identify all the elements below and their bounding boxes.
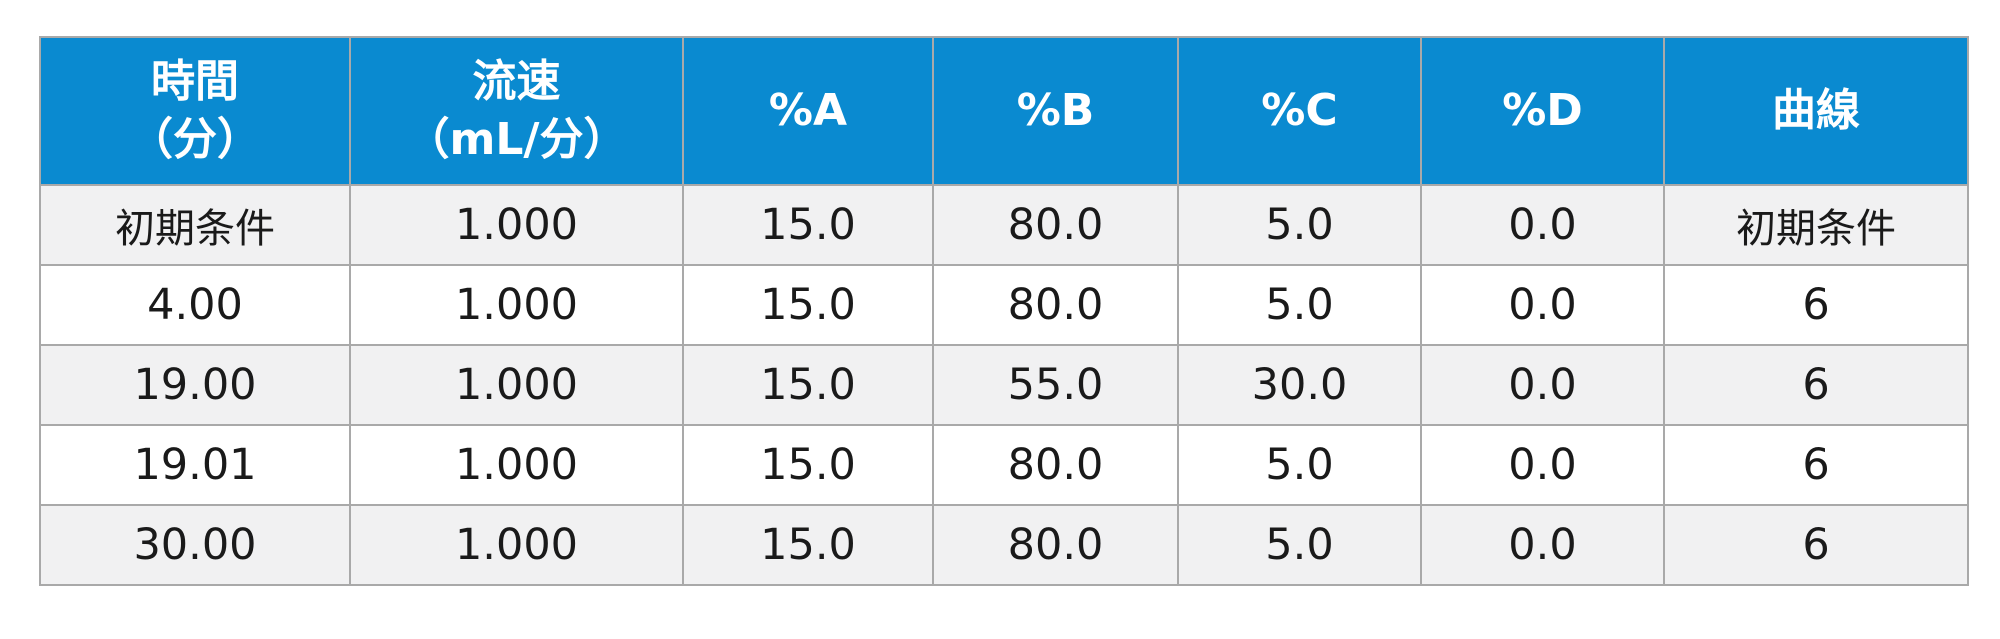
cell-percent-d: 0.0 [1420,504,1665,586]
gradient-table: 時間 （分） 流速 （mL/分） %A %B %C %D 曲線 初期条件 1.0… [39,36,1969,586]
cell-percent-c: 5.0 [1177,504,1422,586]
cell-flow-rate: 1.000 [349,424,684,506]
header-percent-c: %C [1177,36,1422,186]
cell-time: 19.00 [39,344,351,426]
cell-percent-a: 15.0 [682,504,934,586]
cell-percent-d: 0.0 [1420,264,1665,346]
cell-percent-a: 15.0 [682,424,934,506]
table-header: 時間 （分） 流速 （mL/分） %A %B %C %D 曲線 [39,36,1969,186]
cell-percent-b: 80.0 [932,264,1179,346]
cell-curve: 6 [1663,264,1969,346]
cell-time: 19.01 [39,424,351,506]
cell-flow-rate: 1.000 [349,344,684,426]
header-curve: 曲線 [1663,36,1969,186]
table-row: 30.00 1.000 15.0 80.0 5.0 0.0 6 [39,504,1969,586]
cell-percent-b: 80.0 [932,424,1179,506]
cell-percent-b: 55.0 [932,344,1179,426]
cell-percent-d: 0.0 [1420,184,1665,266]
cell-percent-d: 0.0 [1420,344,1665,426]
header-percent-a: %A [682,36,934,186]
table-row: 19.00 1.000 15.0 55.0 30.0 0.0 6 [39,344,1969,426]
header-row: 時間 （分） 流速 （mL/分） %A %B %C %D 曲線 [39,36,1969,186]
cell-curve: 6 [1663,504,1969,586]
header-percent-d: %D [1420,36,1665,186]
cell-flow-rate: 1.000 [349,504,684,586]
cell-percent-d: 0.0 [1420,424,1665,506]
cell-flow-rate: 1.000 [349,264,684,346]
cell-percent-c: 5.0 [1177,184,1422,266]
cell-percent-b: 80.0 [932,184,1179,266]
cell-curve: 6 [1663,344,1969,426]
table-body: 初期条件 1.000 15.0 80.0 5.0 0.0 初期条件 4.00 1… [39,184,1969,586]
cell-time: 30.00 [39,504,351,586]
cell-time: 4.00 [39,264,351,346]
cell-flow-rate: 1.000 [349,184,684,266]
table-row: 19.01 1.000 15.0 80.0 5.0 0.0 6 [39,424,1969,506]
cell-curve: 初期条件 [1663,184,1969,266]
cell-time: 初期条件 [39,184,351,266]
header-time: 時間 （分） [39,36,351,186]
table-row: 4.00 1.000 15.0 80.0 5.0 0.0 6 [39,264,1969,346]
cell-percent-c: 5.0 [1177,264,1422,346]
cell-percent-b: 80.0 [932,504,1179,586]
header-percent-b: %B [932,36,1179,186]
cell-percent-a: 15.0 [682,344,934,426]
cell-curve: 6 [1663,424,1969,506]
cell-percent-a: 15.0 [682,184,934,266]
cell-percent-c: 30.0 [1177,344,1422,426]
cell-percent-c: 5.0 [1177,424,1422,506]
table-row: 初期条件 1.000 15.0 80.0 5.0 0.0 初期条件 [39,184,1969,266]
header-flow-rate: 流速 （mL/分） [349,36,684,186]
cell-percent-a: 15.0 [682,264,934,346]
